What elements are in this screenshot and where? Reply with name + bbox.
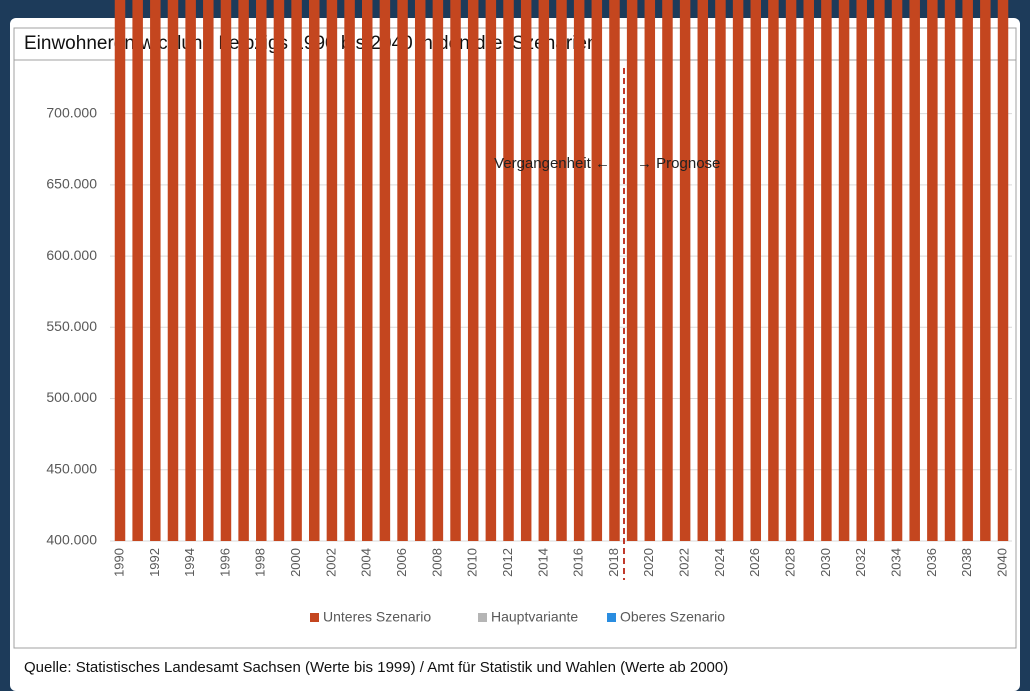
bar-segment bbox=[909, 0, 920, 541]
y-tick-label: 650.000 bbox=[46, 176, 97, 192]
x-tick-label: 1996 bbox=[217, 548, 232, 577]
bar-segment bbox=[750, 0, 762, 542]
legend-swatch bbox=[607, 613, 616, 622]
bar-segment bbox=[609, 0, 620, 541]
x-tick-label: 2010 bbox=[465, 548, 480, 577]
bar-segment bbox=[132, 0, 143, 541]
x-tick-label: 2000 bbox=[288, 548, 303, 577]
x-tick-label: 2008 bbox=[429, 548, 444, 577]
x-tick-label: 2036 bbox=[924, 548, 939, 577]
x-tick-label: 2018 bbox=[606, 548, 621, 577]
bar-segment bbox=[273, 0, 285, 541]
bar-segment bbox=[379, 0, 391, 541]
bar-segment bbox=[785, 0, 797, 541]
bar-segment bbox=[397, 0, 408, 542]
x-tick-label: 2014 bbox=[535, 548, 550, 577]
source-note: Quelle: Statistisches Landesamt Sachsen … bbox=[24, 659, 728, 676]
bar-segment bbox=[185, 0, 196, 541]
x-tick-label: 2034 bbox=[888, 548, 903, 577]
bar-segment bbox=[344, 0, 355, 542]
bar-segment bbox=[167, 0, 179, 542]
bar-segment bbox=[467, 0, 479, 541]
annotation: Vergangenheit ← bbox=[494, 155, 610, 172]
bar-segment bbox=[768, 0, 779, 541]
bar-segment bbox=[644, 0, 656, 541]
bar-segment bbox=[450, 0, 461, 541]
bar-segment bbox=[503, 0, 514, 541]
bar-segment bbox=[803, 0, 814, 541]
x-tick-label: 1998 bbox=[253, 548, 268, 577]
bar-segment bbox=[821, 0, 832, 542]
bar-segment bbox=[326, 0, 338, 541]
x-tick-label: 2002 bbox=[323, 548, 338, 577]
x-tick-label: 2012 bbox=[500, 548, 515, 577]
bar-segment bbox=[309, 0, 320, 541]
bar-segment bbox=[697, 0, 709, 541]
bar-segment bbox=[114, 0, 126, 541]
x-tick-label: 2004 bbox=[359, 548, 374, 577]
bar-segment bbox=[944, 0, 956, 541]
bar-segment bbox=[573, 0, 585, 541]
legend-label: Hauptvariante bbox=[491, 609, 578, 625]
y-tick-label: 600.000 bbox=[46, 247, 97, 263]
bar-segment bbox=[220, 0, 232, 541]
x-tick-label: 2022 bbox=[677, 548, 692, 577]
bar-segment bbox=[485, 0, 497, 542]
bar-segment bbox=[291, 0, 302, 541]
bar-segment bbox=[856, 0, 867, 542]
bar-segment bbox=[238, 0, 249, 541]
bar-segment bbox=[414, 0, 426, 541]
bar-segment bbox=[997, 0, 1009, 542]
x-tick-label: 2030 bbox=[818, 548, 833, 577]
x-tick-label: 2028 bbox=[783, 548, 798, 577]
legend-swatch bbox=[478, 613, 487, 622]
bar-segment bbox=[556, 0, 567, 541]
bar-segment bbox=[520, 0, 532, 541]
bar-segment bbox=[927, 0, 938, 541]
bar-segment bbox=[980, 0, 991, 541]
x-tick-label: 2038 bbox=[959, 548, 974, 577]
bar-segment bbox=[715, 0, 726, 541]
bar-segment bbox=[361, 0, 373, 542]
x-tick-label: 1992 bbox=[147, 548, 162, 577]
x-tick-label: 1990 bbox=[111, 548, 126, 577]
bar-segment bbox=[256, 0, 267, 542]
bar-segment bbox=[962, 0, 973, 542]
x-tick-label: 2020 bbox=[641, 548, 656, 577]
y-tick-label: 400.000 bbox=[46, 532, 97, 548]
bar-segment bbox=[662, 0, 673, 541]
y-tick-label: 500.000 bbox=[46, 389, 97, 405]
x-tick-label: 2040 bbox=[994, 548, 1009, 577]
legend-label: Unteres Szenario bbox=[323, 609, 431, 625]
bar-segment bbox=[591, 0, 603, 541]
bar-segment bbox=[679, 0, 691, 542]
bar-segment bbox=[891, 0, 903, 541]
plot-area: 400.000 450.000 500.000 550.000 600.000 650.0… bbox=[46, 0, 1012, 625]
x-tick-label: 1994 bbox=[182, 548, 197, 577]
bar-segment bbox=[874, 0, 885, 541]
bar-segment bbox=[432, 0, 444, 541]
x-tick-label: 2016 bbox=[571, 548, 586, 577]
bar-segment bbox=[626, 0, 638, 542]
annotation: → Prognose bbox=[637, 155, 720, 172]
legend-swatch bbox=[310, 613, 319, 622]
y-tick-label: 700.000 bbox=[46, 104, 97, 120]
bar-segment bbox=[150, 0, 161, 542]
legend-label: Oberes Szenario bbox=[620, 609, 725, 625]
bar-segment bbox=[203, 0, 214, 541]
x-tick-label: 2006 bbox=[394, 548, 409, 577]
y-tick-label: 450.000 bbox=[46, 460, 97, 476]
y-tick-label: 550.000 bbox=[46, 318, 97, 334]
bar-segment bbox=[732, 0, 744, 542]
x-tick-label: 2024 bbox=[712, 548, 727, 577]
bar-segment bbox=[838, 0, 850, 541]
x-tick-label: 2032 bbox=[853, 548, 868, 577]
x-tick-label: 2026 bbox=[747, 548, 762, 577]
bar-segment bbox=[538, 0, 550, 541]
